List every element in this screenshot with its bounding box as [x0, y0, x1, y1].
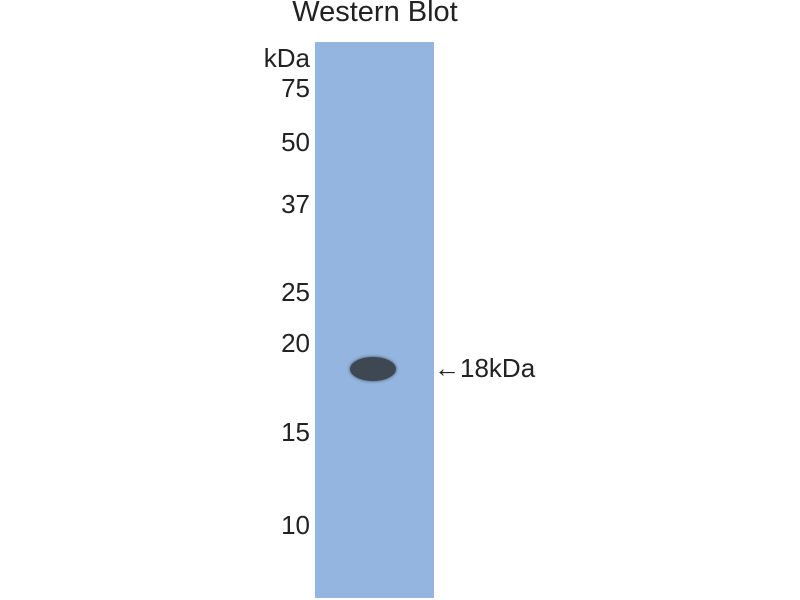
- protein-band: [350, 357, 396, 381]
- marker-10: 10: [281, 510, 310, 540]
- figure-title: Western Blot: [292, 0, 458, 28]
- marker-25: 25: [281, 277, 310, 307]
- unit-label: kDa: [263, 43, 310, 73]
- blot-lane: [315, 42, 434, 598]
- marker-37: 37: [281, 189, 310, 219]
- band-annotation: ←18kDa: [434, 353, 536, 383]
- marker-15: 15: [281, 417, 310, 447]
- marker-50: 50: [281, 127, 310, 157]
- marker-20: 20: [281, 328, 310, 358]
- marker-75: 75: [281, 73, 310, 103]
